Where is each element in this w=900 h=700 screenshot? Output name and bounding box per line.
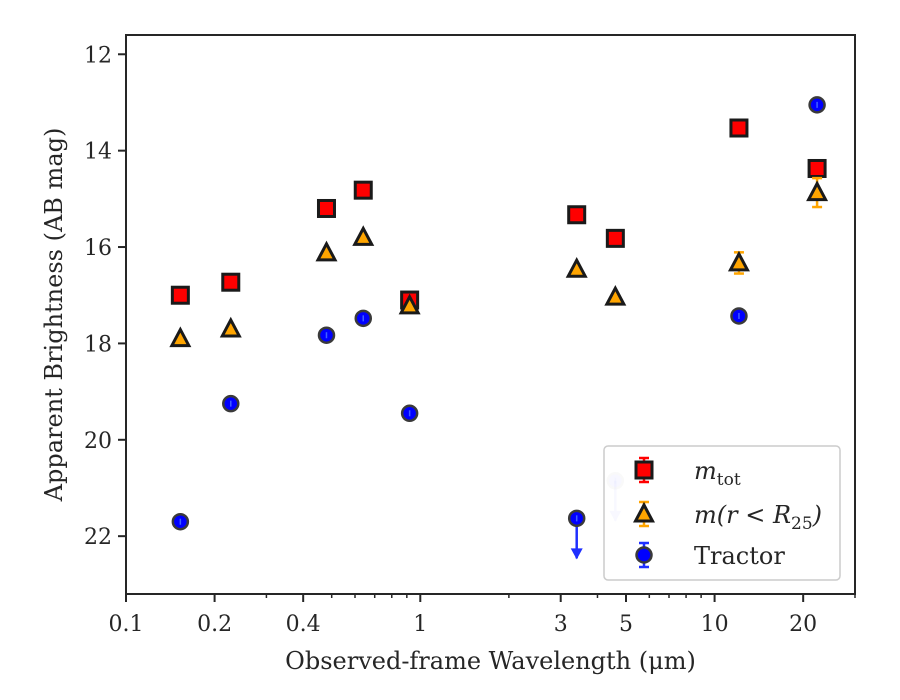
- x-axis-label: Observed-frame Wavelength (μm): [285, 647, 696, 675]
- m-r25-marker: [806, 180, 829, 202]
- m-tot-marker: [353, 180, 373, 200]
- y-tick-label: 22: [84, 525, 112, 550]
- legend-item: m(r < R25): [633, 500, 822, 534]
- y-tick-label: 12: [84, 43, 112, 68]
- m-r25-marker: [727, 250, 750, 272]
- m-r25-marker: [352, 225, 375, 246]
- y-tick-label: 14: [84, 140, 112, 165]
- x-tick-label: 5: [619, 612, 633, 637]
- legend-tractor-marker: [635, 546, 653, 564]
- legend-label: mtot: [694, 457, 741, 490]
- y-tick-label: 20: [84, 429, 112, 454]
- m-r25-marker: [315, 240, 338, 262]
- m-tot-marker: [807, 158, 827, 178]
- legend-label: Tractor: [694, 542, 785, 570]
- x-tick-label: 10: [701, 612, 729, 637]
- m-r25-marker: [565, 257, 588, 278]
- m-tot-marker: [605, 228, 625, 248]
- m-r25-marker: [219, 316, 242, 338]
- series-triangle: [169, 176, 829, 348]
- legend-box: [603, 445, 841, 581]
- m-tot-marker: [170, 285, 190, 305]
- legend-m-tot-marker: [634, 460, 654, 480]
- m-r25-marker: [169, 326, 192, 348]
- legend: mtot m(r < R25) Tractor: [603, 445, 841, 581]
- y-axis-label: Apparent Brightness (AB mag): [40, 128, 68, 503]
- m-r25-marker: [604, 284, 627, 306]
- x-tick-label: 20: [789, 612, 817, 637]
- x-tick-label: 3: [554, 612, 568, 637]
- x-tick-label: 0.1: [109, 612, 144, 637]
- legend-label: m(r < R25): [694, 501, 822, 534]
- m-tot-marker: [221, 272, 241, 292]
- m-tot-marker: [316, 198, 336, 218]
- axis-ticks: 0.1 0.2 0.4 1 3 5 10 20 12 14 16 18 20 22: [84, 43, 856, 637]
- plot-frame: [125, 34, 856, 595]
- x-tick-label: 1: [413, 612, 427, 637]
- y-tick-label: 16: [84, 236, 112, 261]
- legend-m-r25-marker: [633, 501, 655, 523]
- series-circle: [171, 96, 826, 560]
- m-tot-marker: [729, 118, 749, 138]
- legend-item: Tractor: [635, 541, 785, 570]
- legend-item: mtot: [634, 456, 741, 490]
- plot-layer: [169, 96, 829, 560]
- series-square: [170, 118, 827, 310]
- m-r25-marker: [398, 293, 421, 315]
- y-tick-label: 18: [84, 332, 112, 357]
- x-tick-label: 0.2: [197, 612, 232, 637]
- x-tick-label: 0.4: [286, 612, 321, 637]
- m-tot-marker: [567, 205, 587, 225]
